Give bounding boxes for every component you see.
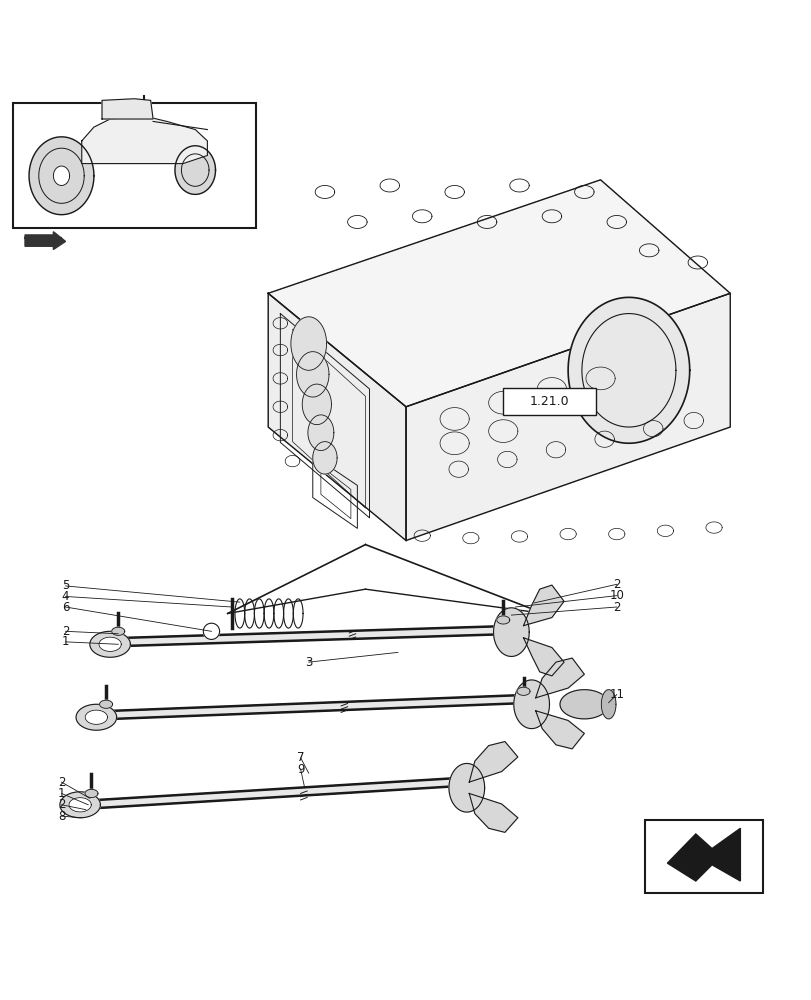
Polygon shape — [448, 763, 484, 812]
Polygon shape — [307, 415, 333, 451]
Polygon shape — [268, 180, 729, 407]
Text: 11: 11 — [608, 688, 624, 701]
Polygon shape — [82, 117, 207, 164]
Polygon shape — [100, 700, 113, 708]
Polygon shape — [69, 798, 91, 812]
Text: 10: 10 — [608, 589, 624, 602]
Polygon shape — [76, 704, 117, 730]
Polygon shape — [535, 658, 584, 698]
Bar — [503, 388, 596, 415]
Polygon shape — [568, 297, 689, 443]
Polygon shape — [29, 137, 94, 215]
Polygon shape — [112, 627, 125, 635]
Text: 2: 2 — [612, 601, 620, 614]
Polygon shape — [517, 687, 530, 695]
Text: 2: 2 — [62, 625, 69, 638]
Polygon shape — [469, 793, 517, 832]
Text: 2: 2 — [58, 776, 65, 789]
Polygon shape — [302, 384, 331, 425]
Text: 2: 2 — [612, 578, 620, 591]
Polygon shape — [99, 637, 121, 651]
Polygon shape — [312, 442, 337, 474]
Polygon shape — [535, 711, 584, 749]
Polygon shape — [667, 828, 740, 881]
Polygon shape — [296, 352, 328, 397]
Bar — [13, 103, 255, 228]
Polygon shape — [523, 638, 564, 676]
Polygon shape — [102, 99, 153, 119]
Polygon shape — [601, 690, 616, 719]
Polygon shape — [54, 166, 70, 185]
Text: 7: 7 — [297, 751, 304, 764]
Polygon shape — [523, 585, 564, 626]
Polygon shape — [513, 680, 549, 729]
Polygon shape — [90, 631, 131, 657]
Text: 8: 8 — [58, 810, 65, 823]
Polygon shape — [25, 232, 66, 250]
Text: 3: 3 — [305, 656, 312, 669]
Polygon shape — [85, 710, 107, 724]
Text: 2: 2 — [58, 798, 65, 811]
Bar — [644, 820, 762, 893]
Text: 6: 6 — [62, 601, 69, 614]
Polygon shape — [175, 146, 215, 194]
Text: 1: 1 — [62, 635, 69, 648]
Polygon shape — [268, 293, 406, 541]
Polygon shape — [114, 695, 535, 719]
Polygon shape — [493, 608, 529, 656]
Polygon shape — [127, 626, 519, 646]
Polygon shape — [496, 616, 509, 624]
Text: 1.21.0: 1.21.0 — [530, 395, 569, 408]
Polygon shape — [290, 317, 326, 370]
Polygon shape — [60, 792, 101, 818]
Text: 9: 9 — [297, 763, 304, 776]
Polygon shape — [98, 777, 470, 808]
Polygon shape — [85, 789, 98, 797]
Text: 4: 4 — [62, 590, 69, 603]
Text: 1: 1 — [58, 787, 65, 800]
Polygon shape — [560, 690, 608, 719]
Polygon shape — [406, 293, 729, 541]
Text: 5: 5 — [62, 579, 69, 592]
Polygon shape — [203, 623, 219, 639]
Polygon shape — [469, 742, 517, 782]
